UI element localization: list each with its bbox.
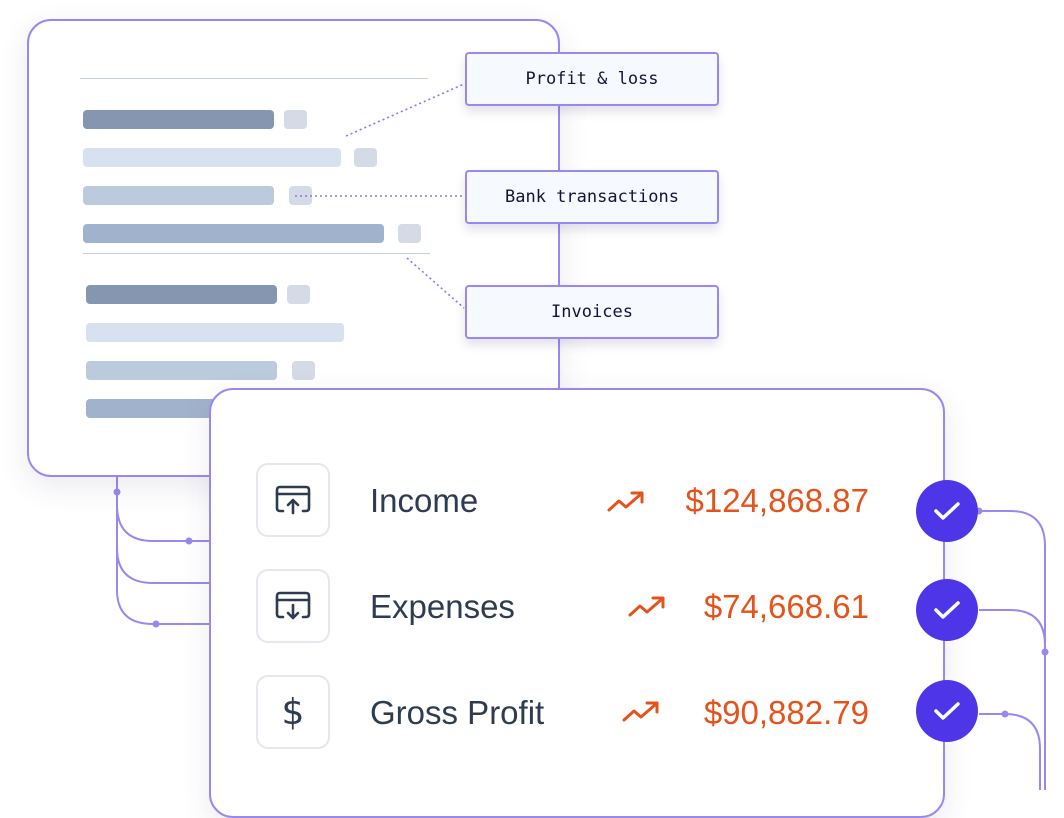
trend-up-icon <box>607 491 644 512</box>
card-upload-icon <box>275 485 311 515</box>
expenses-icon-box <box>256 569 330 643</box>
metrics-card <box>209 388 945 818</box>
tag-bank-transactions[interactable]: Bank transactions <box>465 170 719 224</box>
gross-profit-icon-box: $ <box>256 675 330 749</box>
trend-up-icon <box>628 596 665 617</box>
dollar-icon: $ <box>281 691 305 733</box>
check-icon <box>916 680 978 742</box>
metric-label-gross-profit: Gross Profit <box>370 694 545 731</box>
card-download-icon <box>275 591 311 620</box>
check-icon <box>916 480 978 542</box>
metric-value-income: $124,868.87 <box>685 482 869 519</box>
metric-label-expenses: Expenses <box>370 588 515 625</box>
trend-up-icon <box>622 701 659 722</box>
check-icon <box>916 579 978 641</box>
tag-profit-loss[interactable]: Profit & loss <box>465 52 719 106</box>
income-icon-box <box>256 463 330 537</box>
dotted-pointers <box>295 83 465 309</box>
metric-label-income: Income <box>370 482 479 519</box>
tag-invoices[interactable]: Invoices <box>465 285 719 339</box>
metric-value-gross-profit: $90,882.79 <box>703 694 869 731</box>
metric-value-expenses: $74,668.61 <box>703 588 869 625</box>
